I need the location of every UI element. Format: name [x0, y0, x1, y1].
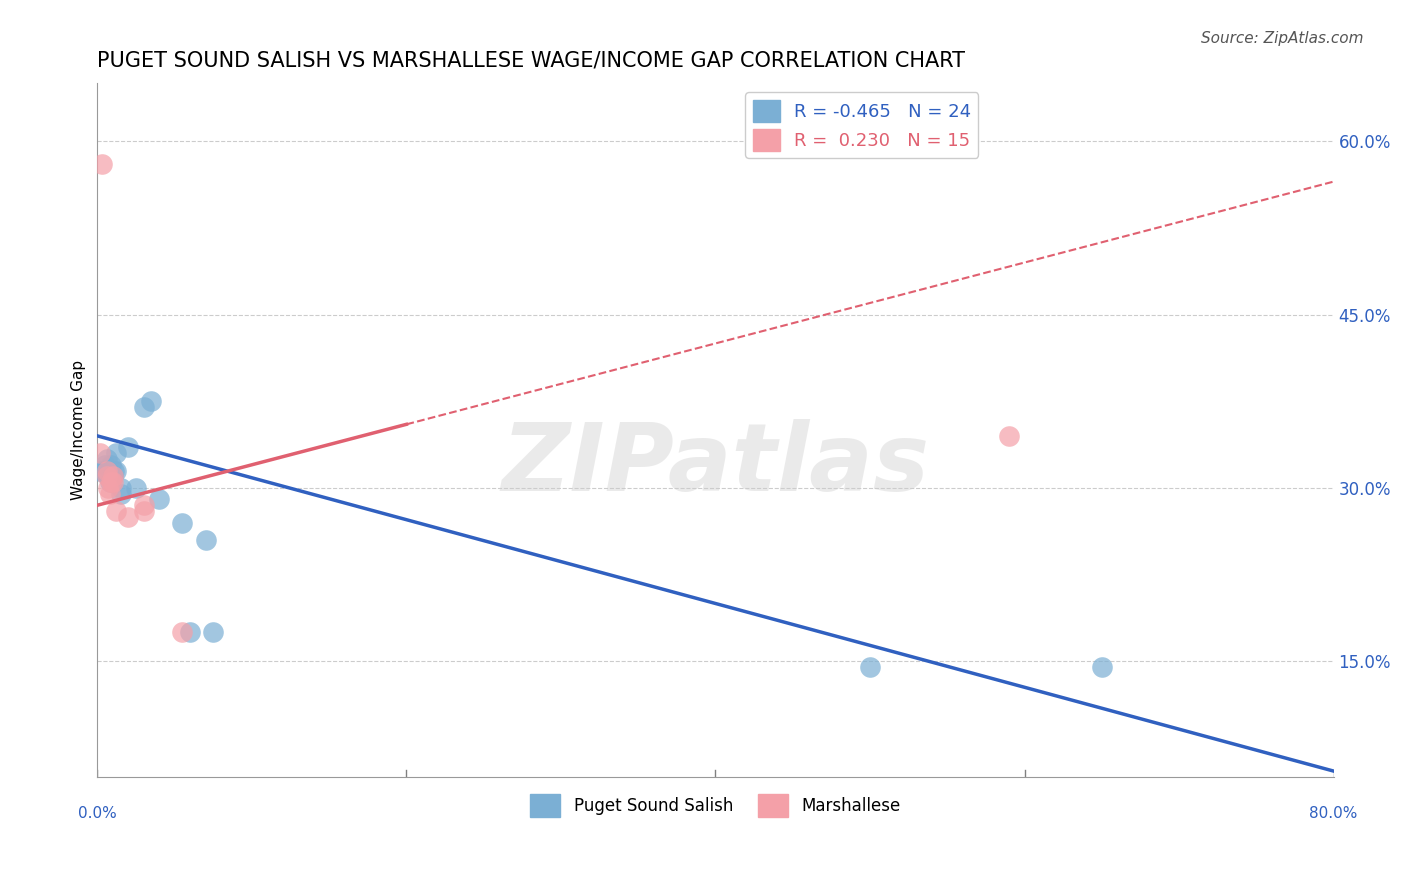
- Text: PUGET SOUND SALISH VS MARSHALLESE WAGE/INCOME GAP CORRELATION CHART: PUGET SOUND SALISH VS MARSHALLESE WAGE/I…: [97, 51, 966, 70]
- Point: [98, 475, 121, 489]
- Point: [96, 452, 118, 467]
- Point: [96, 469, 118, 483]
- Point: [194, 533, 217, 547]
- Text: Source: ZipAtlas.com: Source: ZipAtlas.com: [1201, 31, 1364, 46]
- Point: [110, 481, 132, 495]
- Point: [101, 475, 124, 489]
- Point: [172, 516, 194, 530]
- Point: [98, 486, 121, 500]
- Point: [104, 504, 127, 518]
- Point: [117, 441, 139, 455]
- Y-axis label: Wage/Income Gap: Wage/Income Gap: [72, 360, 86, 500]
- Point: [89, 464, 111, 478]
- Point: [91, 464, 114, 478]
- Point: [132, 498, 155, 512]
- Text: 80.0%: 80.0%: [1309, 805, 1358, 821]
- Point: [94, 458, 117, 472]
- Point: [89, 446, 111, 460]
- Point: [202, 625, 225, 640]
- Point: [859, 660, 882, 674]
- Point: [97, 481, 120, 495]
- Point: [104, 446, 127, 460]
- Point: [100, 475, 122, 489]
- Point: [91, 157, 114, 171]
- Point: [141, 394, 163, 409]
- Point: [132, 400, 155, 414]
- Point: [998, 429, 1021, 443]
- Point: [132, 504, 155, 518]
- Point: [103, 464, 125, 478]
- Point: [96, 464, 118, 478]
- Point: [172, 625, 194, 640]
- Text: ZIPatlas: ZIPatlas: [502, 418, 929, 511]
- Point: [101, 469, 124, 483]
- Point: [1091, 660, 1114, 674]
- Point: [100, 458, 122, 472]
- Point: [117, 509, 139, 524]
- Legend: Puget Sound Salish, Marshallese: Puget Sound Salish, Marshallese: [523, 787, 907, 824]
- Point: [104, 464, 127, 478]
- Point: [179, 625, 201, 640]
- Point: [110, 486, 132, 500]
- Point: [148, 492, 170, 507]
- Point: [125, 481, 148, 495]
- Text: 0.0%: 0.0%: [77, 805, 117, 821]
- Point: [97, 469, 120, 483]
- Point: [101, 469, 124, 483]
